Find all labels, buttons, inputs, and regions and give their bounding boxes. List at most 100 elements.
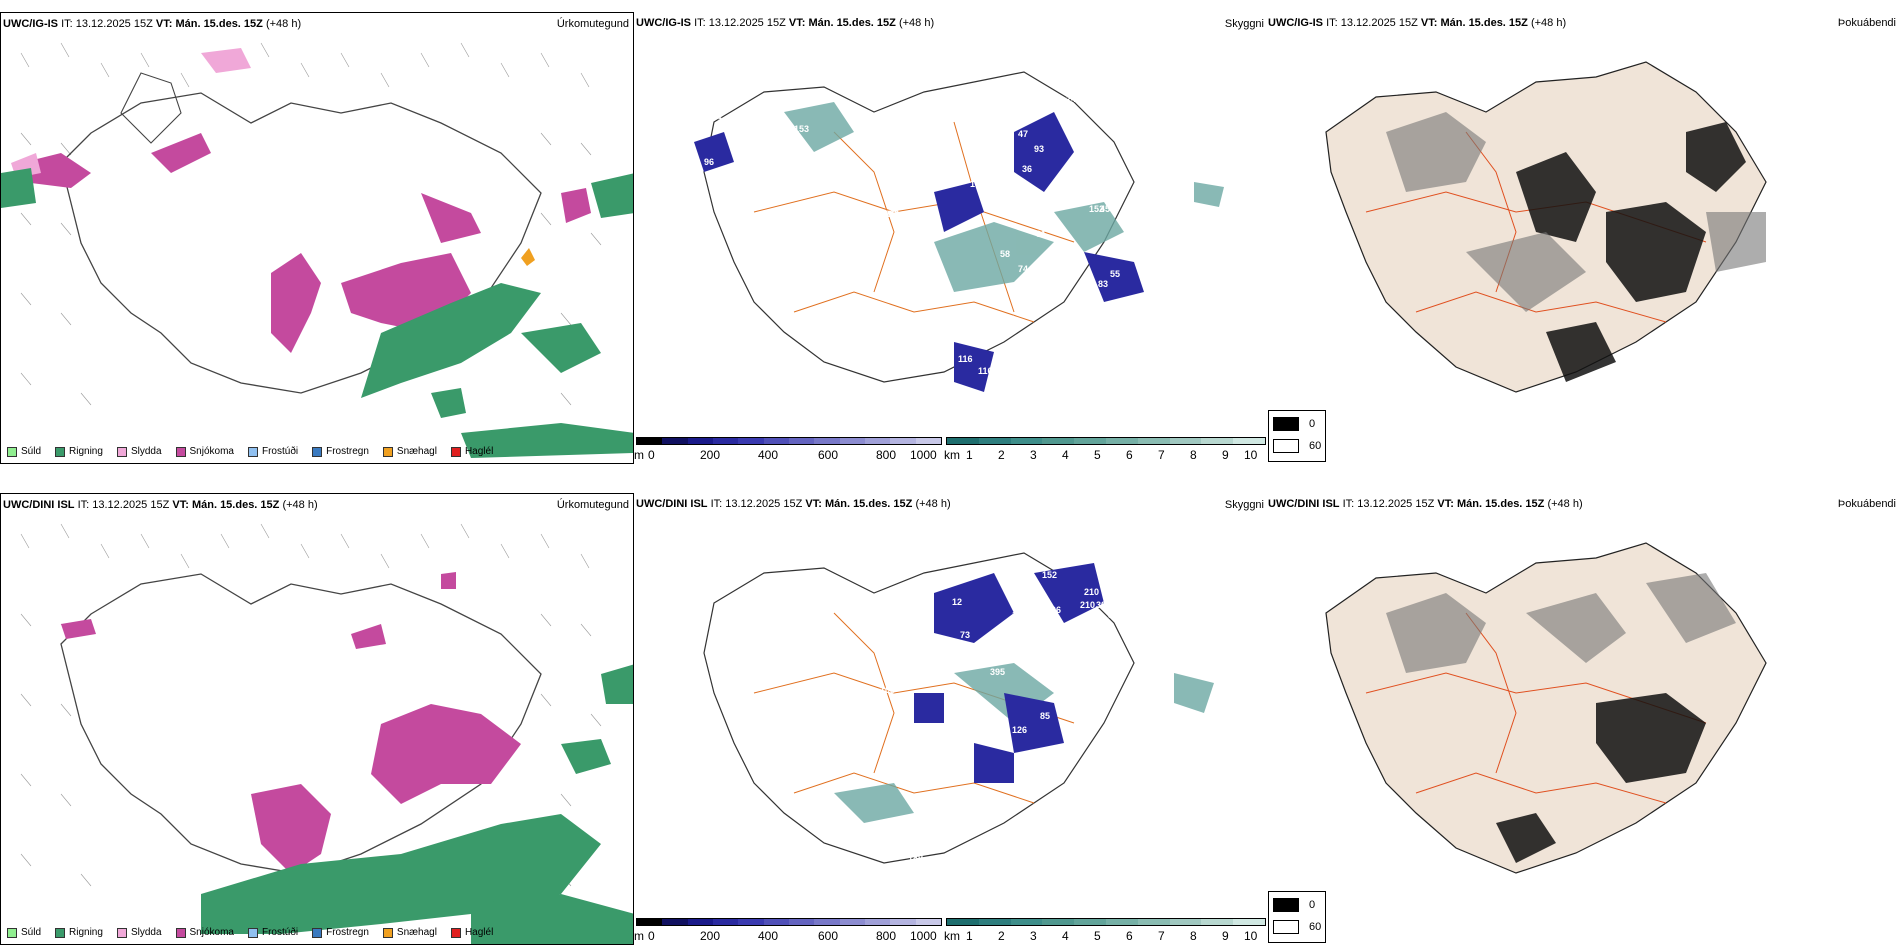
panel-name: Þokuábendi — [1837, 17, 1896, 29]
visibility-unit: km — [944, 929, 960, 943]
value-label: 184 — [1038, 755, 1053, 765]
value-label: 241 — [1066, 94, 1081, 104]
value-label: 151 — [1076, 705, 1091, 715]
legend-swatch — [175, 446, 186, 457]
legend-swatch — [450, 927, 461, 938]
visibility-tick: 9 — [1222, 929, 1229, 943]
value-label: 108 — [880, 685, 895, 695]
value-label: 133 — [1054, 314, 1069, 324]
ceiling-tick: 600 — [818, 448, 839, 462]
visibility-tick: 3 — [1030, 448, 1037, 462]
visibility-tick: 8 — [1190, 929, 1197, 943]
value-label: 55 — [1110, 269, 1120, 279]
fog-legend: 0 60 — [1268, 410, 1326, 462]
value-label: 303 — [1096, 600, 1111, 610]
legend-swatch — [175, 927, 186, 938]
visibility-tick: 1 — [966, 448, 973, 462]
value-label: 373 — [1118, 735, 1133, 745]
legend-swatch — [116, 927, 127, 938]
visibility-tick: 9 — [1222, 448, 1229, 462]
panel-name: Skyggni — [1224, 499, 1264, 511]
value-label: 100 — [970, 179, 985, 189]
visibility-tick: 5 — [1094, 448, 1101, 462]
value-label: 117 — [974, 134, 989, 144]
value-label: 186 — [1089, 184, 1104, 194]
precip-type-map — [20, 523, 633, 944]
value-label: 302 — [1108, 610, 1123, 620]
precip-type-panel-bottom: UWC/DINI ISL IT: 13.12.2025 15Z VT: Mán.… — [0, 493, 634, 945]
fog-index-panel-top: UWC/IG-IS IT: 13.12.2025 15Z VT: Mán. 15… — [1266, 12, 1900, 464]
legend-swatch — [312, 446, 323, 457]
value-label: 50 — [1042, 660, 1052, 670]
visibility-colorbar-bar — [946, 918, 1266, 926]
value-label: 152 — [1042, 570, 1057, 580]
fog-legend-row: 0 — [1273, 898, 1315, 912]
legend-swatch — [382, 446, 393, 457]
visibility-tick: 7 — [1158, 448, 1165, 462]
visibility-tick: 2 — [998, 929, 1005, 943]
value-label: 93 — [998, 144, 1008, 154]
visibility-tick: 1 — [966, 929, 973, 943]
value-label: 86 — [784, 144, 794, 154]
panel-title: UWC/DINI ISL IT: 13.12.2025 15Z VT: Mán.… — [636, 498, 951, 510]
value-label: 125 — [1084, 144, 1099, 154]
visibility-tick: 6 — [1126, 929, 1133, 943]
value-label: 120 — [1058, 329, 1073, 339]
legend-swatch — [55, 446, 66, 457]
value-label: 241 — [1054, 269, 1069, 279]
value-label: 161 — [1074, 555, 1089, 565]
panel-title: UWC/DINI ISL IT: 13.12.2025 15Z VT: Mán.… — [3, 499, 318, 511]
ceiling-tick: 600 — [818, 929, 839, 943]
visibility-tick: 4 — [1062, 929, 1069, 943]
legend-item: Snæhagl — [382, 927, 437, 938]
visibility-tick: 10 — [1244, 929, 1258, 943]
value-label: 542 — [1020, 299, 1035, 309]
value-label: 93 — [1074, 134, 1084, 144]
legend-item: Slydda — [116, 927, 162, 938]
legend-swatch — [247, 446, 258, 457]
visibility-tick: 6 — [1126, 448, 1133, 462]
value-label: 149 — [1012, 610, 1027, 620]
ceiling-colorbar-bar — [636, 918, 942, 926]
panel-title: UWC/IG-IS IT: 13.12.2025 15Z VT: Mán. 15… — [3, 18, 302, 30]
value-label: 74 — [728, 695, 738, 705]
value-label: 103 — [882, 209, 897, 219]
legend-item: Slydda — [116, 446, 162, 457]
panel-name: Þokuábendi — [1837, 498, 1896, 510]
value-label: 351 — [1078, 665, 1093, 675]
value-label: 90 — [934, 346, 944, 356]
legend-swatch — [7, 446, 17, 457]
precip-legend: Súld Rigning Slydda Snjókoma Frostúði Fr… — [7, 446, 493, 457]
ceiling-colorbar: m 0 200 400 600 800 1000 — [634, 437, 944, 463]
value-label: 36 — [1022, 164, 1032, 174]
legend-item: Frostúði — [247, 446, 298, 457]
ceiling-tick: 1000 — [910, 448, 937, 462]
value-label: 153 — [794, 124, 809, 134]
value-label: 210 — [1084, 587, 1099, 597]
value-label: 206 — [1034, 104, 1049, 114]
value-label: 56 — [914, 364, 924, 374]
value-label: 47 — [1018, 129, 1028, 139]
legend-swatch — [116, 446, 127, 457]
legend-item: Snjókoma — [175, 446, 234, 457]
legend-item: Súld — [7, 927, 41, 938]
legend-item: Frostregn — [312, 446, 369, 457]
value-label: 40 — [1018, 214, 1028, 224]
precip-type-map — [1, 42, 633, 458]
ceiling-tick: 0 — [648, 448, 655, 462]
visibility-tick: 3 — [1030, 929, 1037, 943]
fog-legend-swatch — [1273, 439, 1299, 453]
visibility-tick: 10 — [1244, 448, 1258, 462]
value-label: 116 — [958, 354, 973, 364]
fog-legend-row: 60 — [1273, 920, 1321, 934]
value-label: 85 — [1040, 711, 1050, 721]
visibility-tick: 5 — [1094, 929, 1101, 943]
value-label: 203 — [1114, 565, 1129, 575]
value-label: 91 — [1036, 229, 1046, 239]
ceiling-visibility-panel-top: 241 206 161 70 153 93 86 162 637 96 103 … — [634, 12, 1266, 464]
panel-name: Úrkomutegund — [556, 499, 629, 511]
ceiling-tick: 400 — [758, 448, 779, 462]
ceiling-visibility-panel-bottom: 161 152 210 203 106 210 303 302 12 73 14… — [634, 493, 1266, 945]
ceiling-visibility-map: 161 152 210 203 106 210 303 302 12 73 14… — [703, 552, 1214, 864]
visibility-unit: km — [944, 448, 960, 462]
